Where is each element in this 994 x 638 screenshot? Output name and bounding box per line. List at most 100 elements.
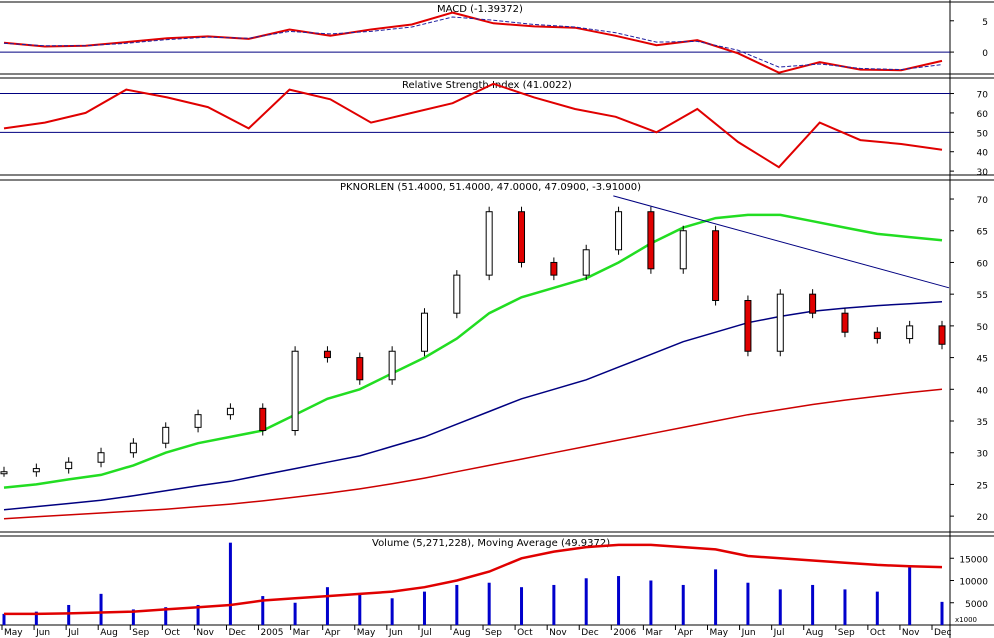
volume-bar [131,609,135,625]
x-tick-label: Oct [517,628,533,638]
candle-body [873,331,881,340]
volume-bar [617,576,621,625]
y-tick-label: 45 [977,355,988,365]
volume-bar [843,589,847,625]
candle-body [615,211,623,251]
volume-bar [293,602,297,625]
x-tick-label: Aug [453,628,471,638]
candle-body [485,211,493,276]
price-moving-average-line [3,301,943,511]
volume-bar [746,582,750,625]
y-tick-label: 60 [977,259,989,269]
volume-bar [714,569,718,625]
macd-macd-line [3,11,943,74]
y-tick-label: 50 [977,323,989,333]
volume-bar [811,584,815,625]
x-tick-label: Dec [934,628,951,638]
y-tick-label: 70 [977,196,989,206]
y-tick-label: 5 [982,18,988,28]
candle-body [841,312,849,333]
volume-bar [908,567,912,625]
y-tick-label: 5000 [965,600,988,610]
y-tick-label: 30 [977,168,989,178]
volume-bar [681,584,685,625]
candle-body [0,471,8,475]
x-tick-label: Dec [228,628,245,638]
x-tick-label: Dec [581,628,598,638]
volume-bar [487,582,491,625]
candle-body [129,442,137,454]
candle-body [712,230,720,302]
candle-body [291,350,299,432]
price-moving-average-line [3,388,943,520]
volume-unit-label: x1000 [955,616,977,624]
x-tick-label: Jul [773,628,785,638]
candle-body [518,211,526,263]
candle-body [97,452,105,463]
y-tick-label: 20 [977,513,989,523]
x-tick-label: Jun [741,628,756,638]
volume-bar [520,587,524,625]
x-tick-label: Jul [420,628,432,638]
volume-bar [455,584,459,625]
x-tick-label: Sep [838,628,855,638]
candle-body [226,407,234,416]
y-tick-label: 40 [977,386,989,396]
volume-bar [778,589,782,625]
y-tick-label: 65 [977,228,988,238]
x-tick-label: May [357,628,376,638]
x-tick-label: Mar [645,628,662,638]
volume-bar [940,601,944,625]
y-tick-label: 10000 [959,578,988,588]
panel-title-price: PKNORLEN (51.4000, 51.4000, 47.0000, 47.… [340,182,641,193]
candle-body [420,312,428,352]
y-tick-label: 55 [977,291,988,301]
volume-bar [649,580,653,625]
candle-body [194,414,202,428]
x-tick-label: Oct [164,628,180,638]
candle-body [323,350,331,359]
candle-body [388,350,396,381]
volume-bar [325,587,329,625]
x-tick-label: 2006 [613,628,636,638]
volume-bar [2,613,6,625]
y-tick-label: 70 [977,91,989,101]
x-tick-label: Nov [549,628,567,638]
volume-bar [34,611,38,625]
x-tick-label: Aug [100,628,118,638]
candle-body [679,230,687,270]
y-tick-label: 30 [977,450,989,460]
volume-bar [67,604,71,625]
y-tick-label: 35 [977,418,988,428]
volume-bar [358,593,362,625]
candle-body [776,293,784,352]
candle-body [582,249,590,276]
x-tick-label: Aug [806,628,824,638]
y-tick-label: 25 [977,481,988,491]
x-tick-label: Jun [35,628,50,638]
volume-bar [584,578,588,625]
candle-body [356,357,364,381]
candle-body [259,407,267,432]
trendline [613,195,950,289]
y-tick-label: 40 [977,149,989,159]
volume-bar [875,591,879,625]
y-tick-label: 60 [977,110,989,120]
panel-title-macd: MACD (-1.39372) [437,4,523,15]
panel-titles: MACD (-1.39372) Relative Strength Index (… [340,4,641,549]
x-tick-label: Nov [196,628,214,638]
candle-body [809,293,817,314]
candle-body [32,468,40,473]
volume-bar [99,593,103,625]
volume-bar [196,604,200,625]
x-tick-label: May [4,628,23,638]
candle-body [906,325,914,340]
y-tick-label: 0 [982,49,988,59]
x-tick-label: Mar [293,628,310,638]
x-tick-label: Apr [677,628,693,638]
volume-moving-average-line [4,543,943,616]
candle-body [453,274,461,314]
x-tick-label: Jun [388,628,403,638]
candle-body [647,211,655,270]
y-tick-label: 15000 [959,555,988,565]
